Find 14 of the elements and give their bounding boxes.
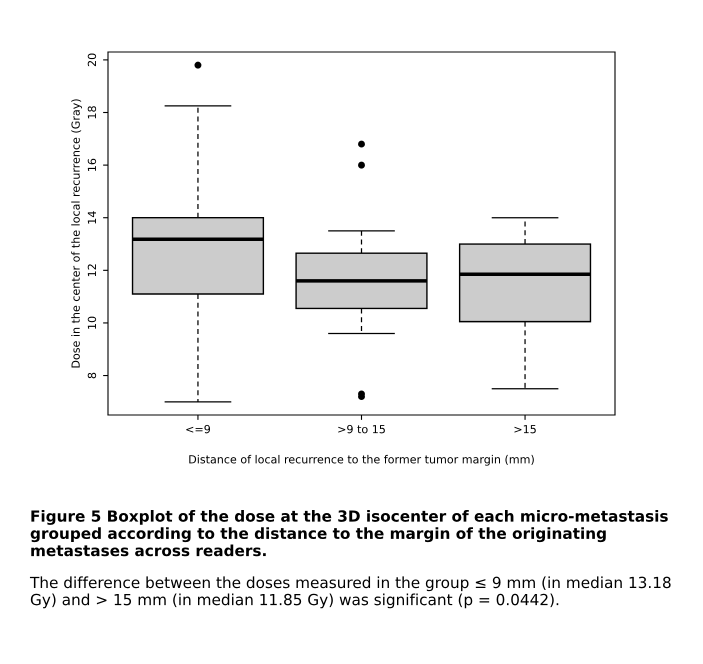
x-tick-label: >15 — [514, 425, 536, 434]
text: The difference between the doses measured in the group ≤ 9 mm (in median 13.18 Gy) and > 15 mm (in median 11.85 Gy) was significant (p = 0.0442). — [30, 576, 671, 608]
y-tick-label: 20 — [88, 54, 96, 66]
y-tick-label: 10 — [88, 316, 96, 329]
y-axis-title: Dose in the center of the local recurrence (Gray) — [71, 99, 82, 368]
x-axis-title: Distance of local recurrence to the former tumor margin (mm) — [189, 454, 534, 466]
y-tick-label: 8 — [88, 372, 96, 378]
caption: Figure 5 Boxplot of the dose at the 3D isocenter of each micro-metastasis grouped according to the distance to the margin of the originating metastases across readers. — [30, 510, 668, 556]
y-tick-label: 14 — [88, 211, 96, 224]
x-tick-label: >9 to 15 — [338, 424, 385, 434]
y-tick-label: 16 — [88, 158, 96, 171]
x-tick-label: <=9 — [186, 424, 210, 434]
y-tick-label: 18 — [88, 106, 96, 118]
y-tick-label: 12 — [88, 264, 96, 276]
